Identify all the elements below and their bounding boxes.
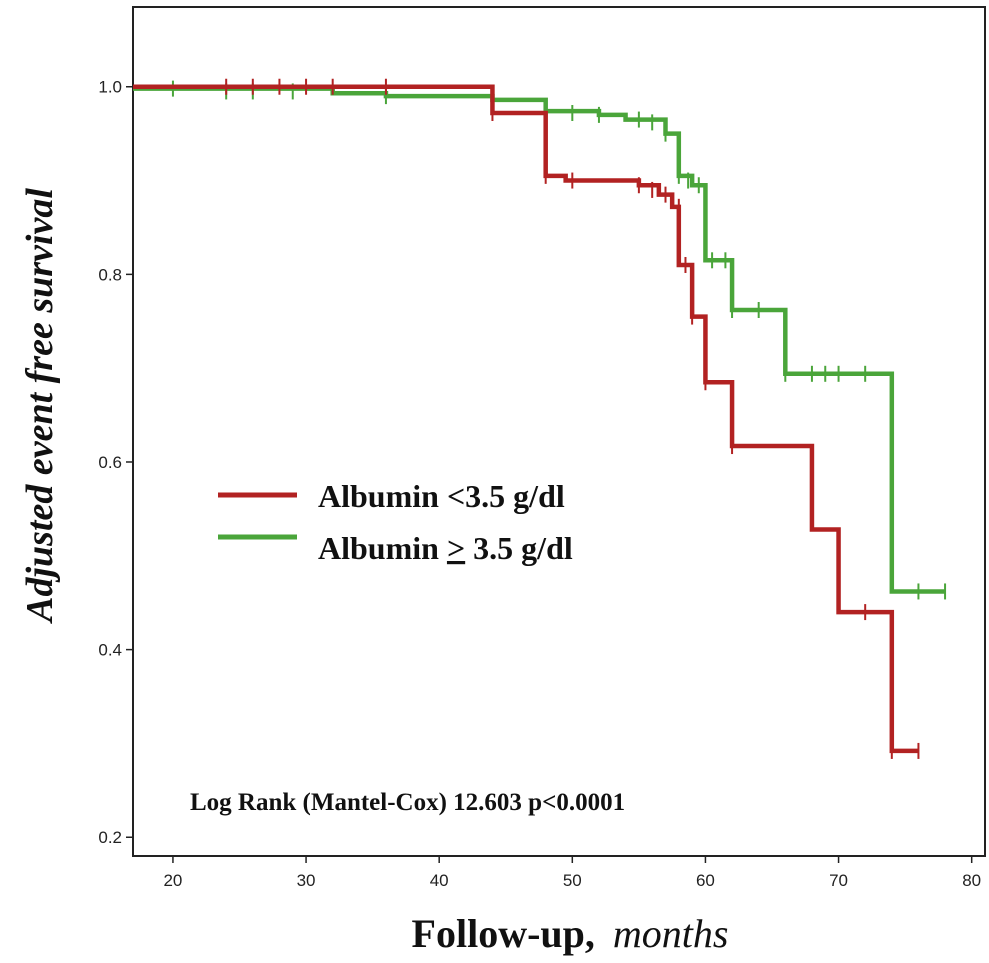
legend-label-albumin-high-suffix: 3.5 g/dl (473, 530, 573, 566)
x-tick-label: 80 (962, 871, 981, 890)
y-tick-label: 0.8 (98, 265, 122, 284)
series-layer (133, 78, 947, 759)
y-tick-label: 0.4 (98, 641, 122, 660)
x-axis-label-unit: months (613, 911, 729, 956)
x-tick-label: 20 (163, 871, 182, 890)
y-tick-label: 1.0 (98, 78, 122, 97)
y-axis-label: Adjusted event free survival (19, 188, 61, 624)
legend-label-albumin-high-prefix: Albumin (318, 530, 447, 566)
legend-label-albumin-high-symbol: > (447, 530, 465, 566)
x-tick-label: 30 (297, 871, 316, 890)
x-axis-label: Follow-up, months (412, 911, 729, 956)
y-axis-ticks: 0.2 0.4 0.6 0.8 1.0 (98, 78, 133, 847)
y-tick-label: 0.2 (98, 828, 122, 847)
x-axis-label-main: Follow-up, (412, 911, 595, 956)
survival-curve (133, 84, 919, 754)
series-albumin-low (133, 78, 920, 759)
legend: Albumin <3.5 g/dl Albumin > 3.5 g/dl (218, 478, 573, 566)
x-axis-ticks: 20 30 40 50 60 70 80 (163, 856, 981, 890)
x-tick-label: 40 (430, 871, 449, 890)
x-tick-label: 50 (563, 871, 582, 890)
x-tick-label: 60 (696, 871, 715, 890)
legend-label-albumin-low: Albumin <3.5 g/dl (318, 478, 565, 514)
legend-label-albumin-high: Albumin > 3.5 g/dl (318, 530, 573, 566)
x-tick-label: 70 (829, 871, 848, 890)
y-tick-label: 0.6 (98, 453, 122, 472)
log-rank-annotation: Log Rank (Mantel-Cox) 12.603 p<0.0001 (190, 789, 625, 816)
plot-area-frame (132, 6, 986, 857)
